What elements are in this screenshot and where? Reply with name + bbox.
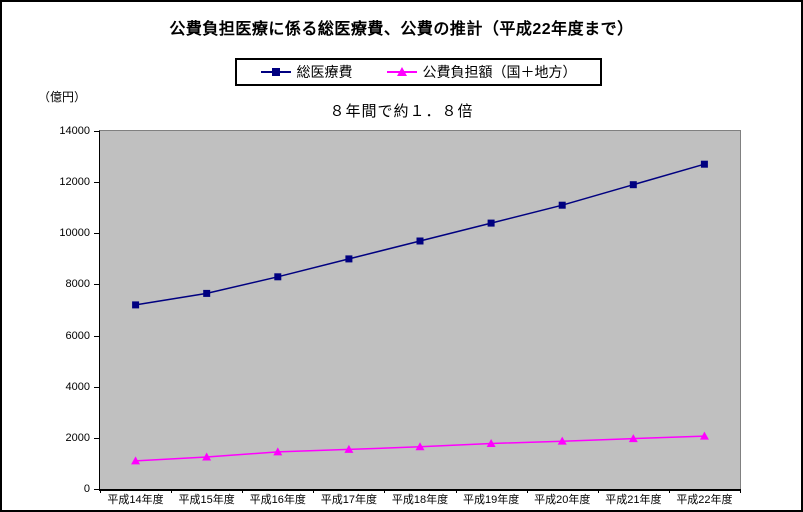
data-point-marker [274,273,282,281]
x-axis-label: 平成15年度 [178,494,235,506]
x-axis-tick-mark [171,489,173,493]
y-axis-tick-label: 0 [83,483,90,495]
data-point-marker [345,255,353,263]
x-axis-tick-mark [100,489,101,493]
y-axis-tick-label: 2000 [65,431,90,444]
legend-key [260,67,291,77]
y-axis-tick-mark [94,233,99,235]
x-axis-label: 平成22年度 [676,494,733,506]
data-point-marker [699,431,709,440]
data-point-marker [416,237,424,245]
x-axis-tick-mark [597,489,599,493]
data-point-marker [628,434,638,443]
x-axis-tick-mark [668,489,670,493]
legend-key [386,67,417,77]
x-axis-tick-mark [242,489,244,493]
y-axis-tick-label: 12000 [59,176,90,189]
y-axis-tick-label: 10000 [59,227,90,240]
x-axis-label: 平成18年度 [391,494,449,506]
legend-label: 公費負担額（国＋地方） [422,64,577,80]
y-axis-tick-label: 4000 [65,380,90,393]
data-point-marker [131,456,141,465]
y-axis-tick-mark [94,335,99,337]
legend-square-marker-icon [271,68,280,76]
legend: 総医療費 公費負担額（国＋地方） [235,58,602,86]
x-axis-tick-mark [526,489,528,493]
x-axis-label: 平成19年度 [462,494,520,506]
y-axis-tick-mark [94,489,99,490]
x-axis-tick-mark [455,489,457,493]
data-point-marker [132,301,140,309]
y-axis-tick-mark [94,437,99,439]
y-axis-tick-mark [94,386,99,388]
y-axis-unit-label: （億円） [38,90,87,104]
y-axis-tick-label: 6000 [65,329,90,342]
series-line-1 [135,163,705,306]
legend-entry-total-medical-cost: 総医療費 [260,62,353,82]
y-axis-tick-label: 14000 [59,125,90,137]
data-point-marker [202,452,212,461]
legend-triangle-marker-icon [396,67,407,76]
data-point-marker [273,447,283,456]
y-axis-tick-mark [94,131,99,132]
y-axis-tick-mark [94,182,99,184]
y-axis-tick-mark [94,284,99,286]
chart-title: 公費負担医療に係る総医療費、公費の推計（平成22年度まで） [169,21,634,38]
x-axis-tick-mark [740,489,741,493]
data-point-marker [700,160,708,168]
data-point-marker [415,442,425,451]
data-point-marker [486,438,496,447]
data-point-marker [203,289,211,297]
x-axis-tick-mark [384,489,386,493]
data-point-marker [629,181,637,189]
data-point-marker [487,219,495,227]
x-axis-label: 平成20年度 [534,494,591,506]
data-point-marker [557,436,567,445]
legend-label: 総医療費 [296,64,353,80]
x-axis-tick-mark [313,489,315,493]
plot-area [99,130,741,491]
x-axis-label: 平成16年度 [249,494,306,506]
x-axis-label: 平成21年度 [605,494,662,506]
data-point-marker [558,201,566,209]
line-chart [131,160,709,465]
legend-entry-public-funded-amount: 公費負担額（国＋地方） [386,62,577,82]
y-axis-tick-label: 8000 [65,278,90,291]
growth-annotation: ８年間で約１．８倍 [329,103,474,120]
x-axis-label: 平成14年度 [107,494,164,506]
x-axis-label: 平成17年度 [320,494,377,506]
data-point-marker [344,444,354,453]
